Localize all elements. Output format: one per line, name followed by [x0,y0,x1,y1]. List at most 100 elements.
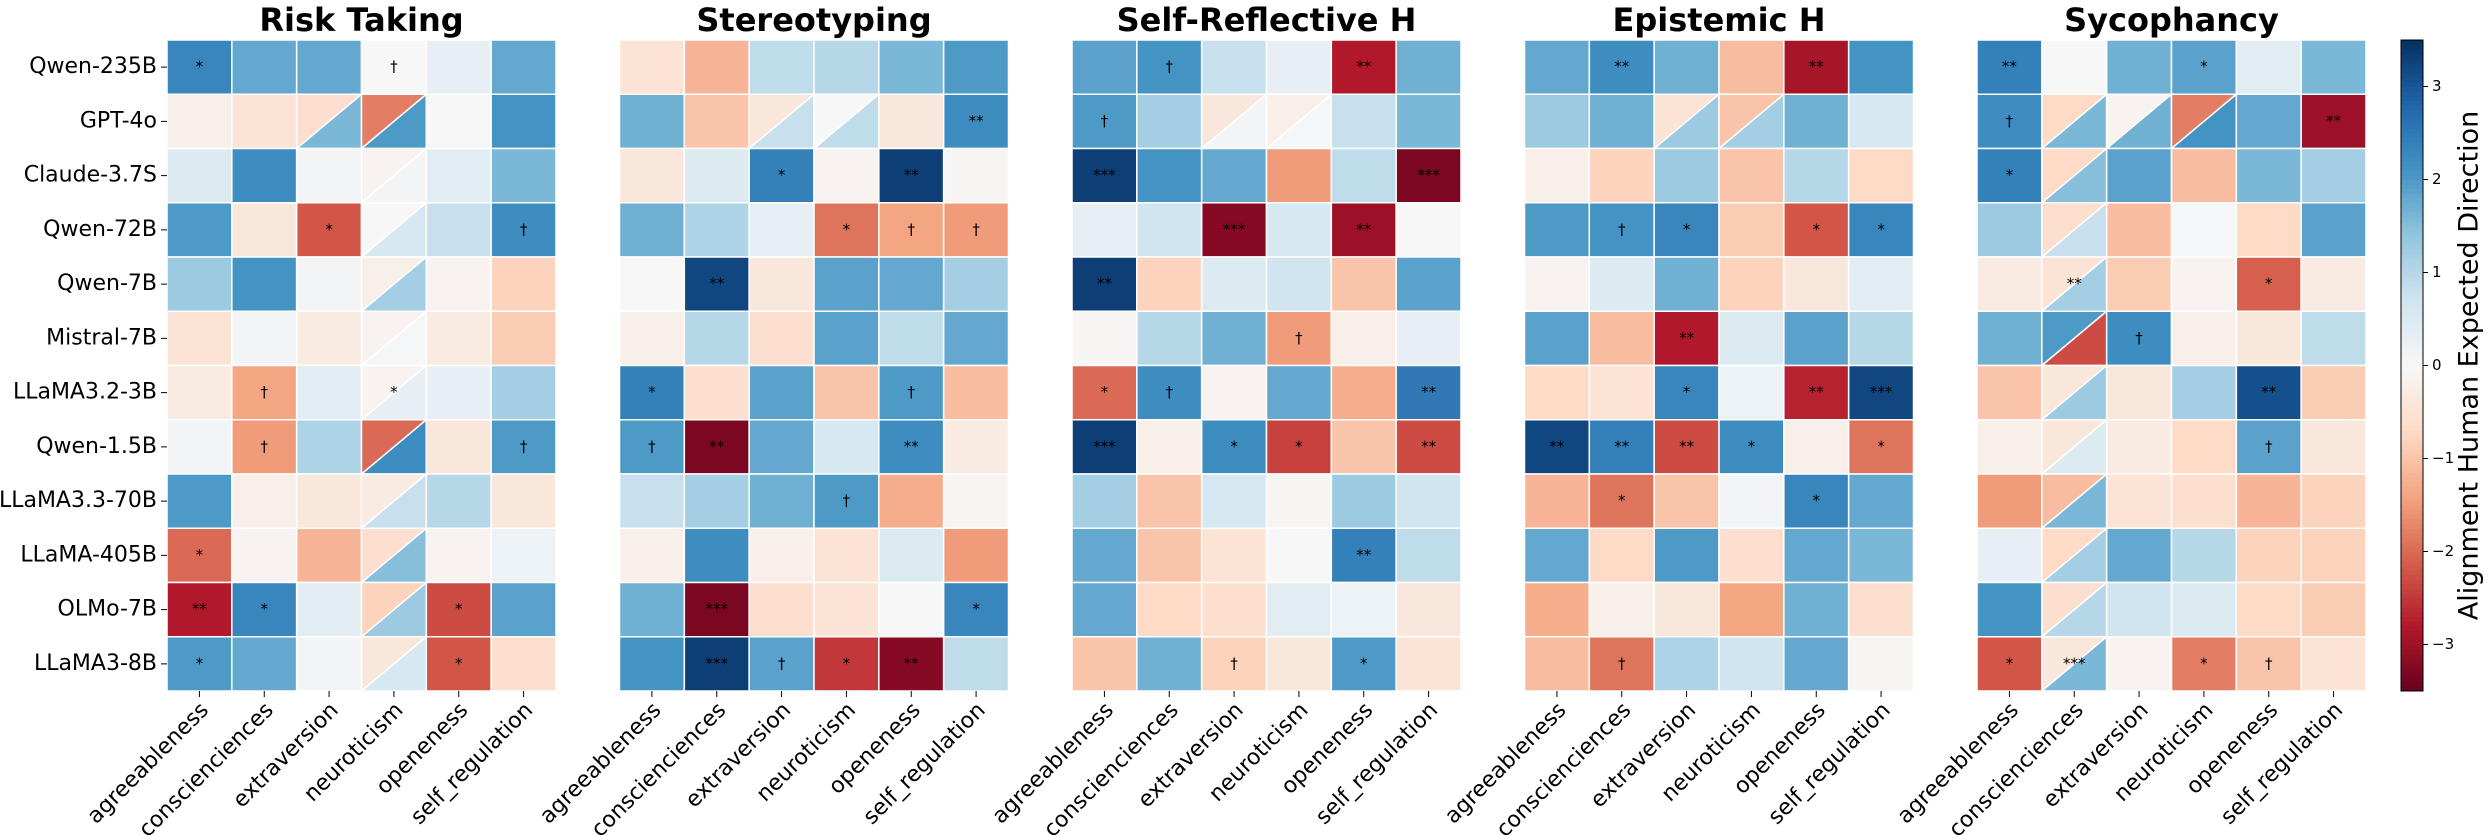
colorbar-swatch [2401,509,2423,515]
cell [425,202,492,258]
cell [1071,636,1138,692]
y-tick-label: Qwen-1.5B [36,434,157,459]
cell [2170,147,2238,204]
significance: † [1166,58,1174,76]
cell [1588,310,1655,367]
significance: ** [1421,383,1437,401]
cell [618,39,686,95]
significance: * [325,220,333,238]
significance: * [390,383,398,401]
cell [942,39,1010,95]
cell [2235,527,2302,584]
cell [618,473,686,529]
colorbar-swatch [2401,230,2423,236]
significance: * [196,546,204,564]
cell [1071,256,1138,312]
cell [813,364,880,421]
cell [490,310,557,367]
significance: * [196,654,204,672]
cell [942,636,1010,692]
cell [231,256,298,312]
significance: * [196,58,204,76]
cell [2170,310,2238,367]
cell [1718,202,1785,258]
cell [2170,419,2238,475]
cell [1523,147,1591,204]
cell [748,39,815,95]
colorbar-swatch [2401,62,2423,69]
cell [942,364,1010,421]
cell [1653,419,1720,475]
cell [1071,473,1138,529]
colorbar-swatch [2401,244,2423,250]
cell [1523,310,1591,367]
colorbar-swatch [2401,685,2423,692]
colorbar-swatch [2401,574,2423,580]
colorbar-swatch [2401,448,2423,455]
colorbar-swatch [2401,202,2423,208]
colorbar-swatch [2401,258,2423,264]
cell [1330,256,1397,312]
colorbar-swatch [2401,653,2423,659]
cell [1200,147,1268,204]
colorbar-tick-label: −1 [2432,449,2454,467]
cell [878,473,945,529]
cell [1071,202,1138,258]
cell [1718,147,1785,204]
cell [2300,310,2367,367]
colorbar-swatch [2401,95,2423,101]
colorbar-swatch [2401,141,2423,148]
cell [1136,310,1203,367]
cell [1588,256,1655,312]
cell [1136,419,1203,475]
significance: *** [706,654,729,672]
colorbar-swatch [2401,160,2423,167]
colorbar-swatch [2401,537,2423,543]
cell [2235,93,2302,150]
panel-title: Sycophancy [2064,1,2279,39]
colorbar-swatch [2401,388,2423,394]
cell [942,473,1010,529]
cell [1783,202,1850,258]
cell [878,364,945,421]
significance: * [1813,492,1821,510]
cell [878,93,945,150]
cell [1976,581,2043,638]
cell [425,636,492,692]
cell [2300,93,2367,150]
cell [1653,473,1720,529]
cell [748,473,815,529]
cell [1847,39,1915,95]
cell [166,419,233,475]
colorbar-swatch [2401,276,2423,283]
cell [295,147,363,204]
cell [1395,202,1462,258]
cell [490,636,557,692]
cell [425,93,492,150]
cell [1718,256,1785,312]
colorbar-swatch [2401,495,2423,501]
significance: ** [969,112,985,130]
cell [1847,310,1915,367]
cell [1136,202,1203,258]
cell [490,39,557,95]
cell [1265,473,1333,529]
cell [1395,310,1462,367]
colorbar-swatch [2401,444,2423,450]
colorbar-swatch [2401,39,2423,46]
cell [618,310,686,367]
colorbar-swatch [2401,462,2423,469]
cell [295,419,363,475]
significance: * [1360,654,1368,672]
cell [1718,310,1785,367]
significance: * [648,383,656,401]
cell [748,310,815,367]
cell [1847,527,1915,584]
colorbar-swatch [2401,341,2423,348]
colorbar-swatch [2401,481,2423,487]
cell [1200,310,1268,367]
colorbar-swatch [2401,318,2423,325]
colorbar-swatch [2401,671,2423,678]
cell [1718,419,1785,475]
cell [748,364,815,421]
